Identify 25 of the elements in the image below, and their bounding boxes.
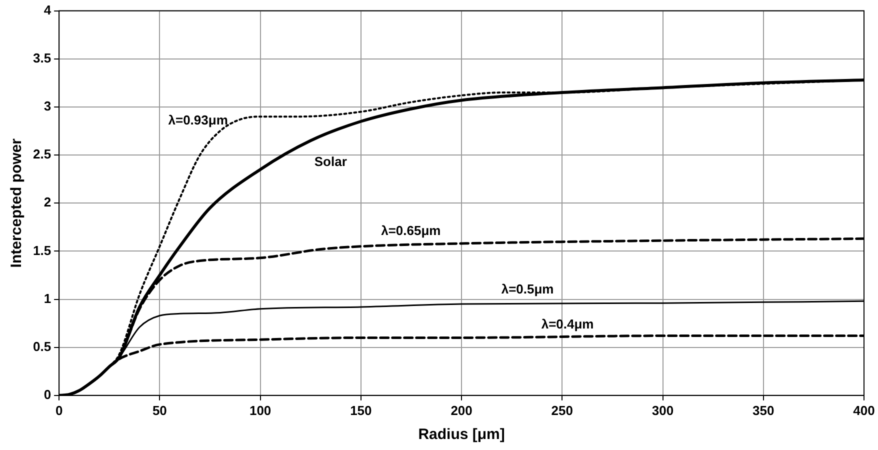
x-tick-label: 400: [853, 402, 875, 418]
x-tick-label: 100: [249, 402, 272, 418]
series-label: λ=0.65μm: [381, 222, 441, 238]
y-tick-label: 2.5: [32, 146, 52, 162]
x-tick-label: 0: [55, 402, 63, 418]
x-tick-label: 300: [652, 402, 674, 418]
x-tick-label: 350: [752, 402, 774, 418]
series-label: λ=0.93μm: [168, 112, 228, 128]
y-tick-label: 1.5: [32, 242, 52, 258]
series-label: Solar: [314, 154, 347, 170]
y-tick-label: 1: [44, 290, 52, 306]
series-label: λ=0.4μm: [541, 316, 594, 332]
x-tick-label: 250: [551, 402, 574, 418]
series-label: λ=0.5μm: [501, 282, 554, 297]
y-tick-label: 4: [44, 2, 52, 18]
x-axis-title: Radius [μm]: [418, 426, 505, 444]
y-tick-label: 2: [44, 194, 52, 210]
y-tick-label: 0.5: [32, 338, 52, 354]
x-tick-label: 200: [450, 402, 472, 418]
y-axis-title: Intercepted power: [8, 138, 26, 268]
y-tick-label: 0: [44, 386, 52, 402]
x-tick-label: 50: [152, 402, 167, 418]
y-tick-label: 3.5: [32, 50, 52, 66]
y-tick-label: 3: [44, 98, 52, 114]
x-tick-label: 150: [350, 402, 372, 418]
